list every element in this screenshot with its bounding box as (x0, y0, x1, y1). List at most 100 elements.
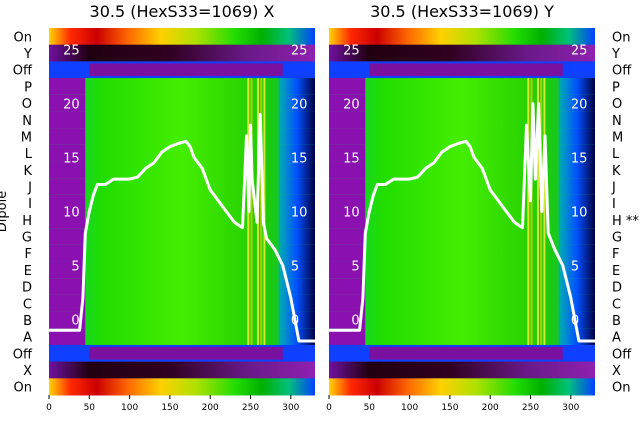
row-label: X (23, 364, 32, 379)
heatmap-cell (278, 94, 315, 112)
row-label: J (611, 180, 616, 195)
row-label: M (21, 130, 32, 145)
row-label: Off (612, 347, 632, 362)
heatmap-cell (329, 211, 366, 229)
heatmap-cell (558, 128, 595, 146)
heatmap-row (49, 378, 315, 396)
heatmap-cell (558, 278, 595, 296)
row-label: C (23, 297, 32, 312)
heatmap-cell (49, 211, 86, 229)
row-label: L (612, 147, 620, 162)
heatmap-cell (558, 111, 595, 129)
overlay-ytick-label: 0 (71, 313, 79, 328)
row-label: Off (13, 64, 33, 79)
heatmap-cell (49, 294, 86, 313)
xtick-label: 250 (242, 403, 259, 413)
heatmap-cell (369, 63, 563, 77)
row-label: X (612, 364, 621, 379)
row-label: D (22, 281, 32, 296)
heatmap-cell (278, 178, 315, 196)
xtick-label: 100 (401, 403, 418, 413)
row-label: K (612, 164, 621, 179)
heatmap-row (49, 328, 315, 346)
heatmap-cell (329, 228, 366, 246)
overlay-ytick-label: 15 (571, 152, 588, 167)
heatmap-cell (49, 228, 86, 246)
heatmap-cell (558, 194, 595, 212)
heatmap-row (49, 278, 315, 296)
heatmap-cell (558, 161, 595, 179)
overlay-ytick-label: 5 (571, 259, 579, 274)
heatmap-row (329, 78, 595, 96)
overlay-line (49, 112, 315, 343)
heatmap-cell (278, 211, 315, 229)
row-label: Off (13, 347, 33, 362)
row-label: H (22, 214, 32, 229)
overlay-ytick-label: 20 (343, 98, 360, 113)
heatmap-row (49, 178, 315, 196)
row-label: N (612, 114, 622, 129)
heatmap-cell (329, 178, 366, 196)
heatmap-cell (49, 178, 86, 196)
heatmap-row (49, 228, 315, 246)
row-label: E (24, 264, 32, 279)
row-label: K (23, 164, 32, 179)
xtick-label: 100 (121, 403, 138, 413)
rfi-stripe (260, 78, 263, 345)
heatmap-cell (278, 228, 315, 246)
row-label: Off (612, 64, 632, 79)
heatmap-row (49, 44, 315, 62)
heatmap-cell (329, 161, 366, 179)
heatmap-row (49, 311, 315, 329)
heatmap-cell (49, 111, 86, 129)
row-label: O (22, 97, 32, 112)
row-label: A (612, 331, 621, 346)
heatmap-row (329, 361, 595, 379)
heatmap-cell (329, 78, 366, 96)
heatmap-cell (329, 244, 366, 263)
row-label: E (612, 264, 620, 279)
xtick-label: 200 (482, 403, 499, 413)
overlay-ytick-label: 20 (63, 98, 80, 113)
heatmap-row (329, 44, 595, 62)
overlay-ytick-label: 25 (63, 44, 80, 59)
heatmap-row (49, 161, 315, 179)
overlay-ytick-label: 20 (571, 98, 588, 113)
overlay-ytick-label: 25 (571, 44, 588, 59)
row-label: L (25, 147, 33, 162)
overlay-ytick-label: 10 (343, 206, 360, 221)
heatmap-row (49, 111, 315, 129)
heatmap-cell (89, 346, 283, 360)
rfi-stripe (543, 78, 546, 345)
overlay-ytick-label: 15 (63, 152, 80, 167)
heatmap-row (329, 161, 595, 179)
row-label: M (612, 130, 623, 145)
heatmap-row (329, 261, 595, 279)
xtick-label: 250 (522, 403, 539, 413)
row-label: On (14, 30, 32, 45)
heatmap-cell (49, 244, 86, 263)
panel-0: 30.5 (HexS33=1069) XOnYOffPONMLKJIHGFEDC… (0, 2, 315, 413)
overlay-ytick-label: 10 (291, 206, 308, 221)
overlay-ytick-label: 25 (291, 44, 308, 59)
heatmap-row (49, 261, 315, 279)
heatmap-cell (278, 261, 315, 279)
heatmap-cell (49, 94, 86, 112)
row-label: C (612, 297, 621, 312)
overlay-ytick-label: 15 (291, 152, 308, 167)
heatmap-cell (369, 346, 563, 360)
heatmap-cell (558, 211, 595, 229)
heatmap-row (329, 294, 595, 313)
heatmap-cell (278, 161, 315, 179)
row-label: Y (611, 47, 620, 62)
overlay-ytick-label: 5 (351, 259, 359, 274)
heatmap-row (329, 278, 595, 296)
overlay-line (329, 102, 595, 343)
heatmap-row (49, 94, 315, 112)
row-label: G (612, 231, 622, 246)
heatmap-cell (49, 194, 86, 212)
heatmap-cell (49, 128, 86, 146)
xtick-label: 300 (282, 403, 299, 413)
heatmap-row (329, 378, 595, 396)
